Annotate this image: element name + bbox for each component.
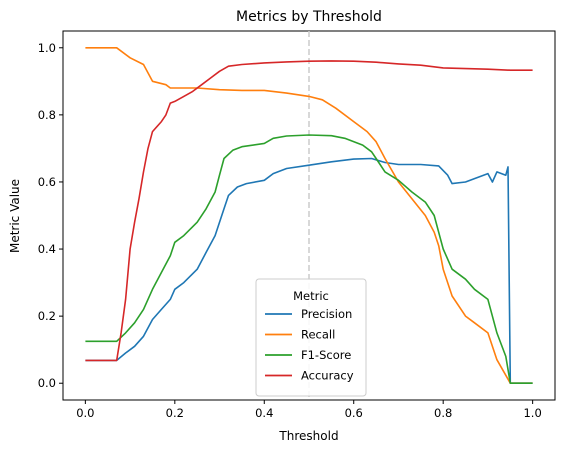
legend-label: F1-Score <box>301 348 351 362</box>
x-tick-label: 0.8 <box>434 406 452 420</box>
x-tick-label: 1.0 <box>523 406 541 420</box>
y-tick-label: 1.0 <box>38 41 56 55</box>
y-tick-label: 0.6 <box>38 175 56 189</box>
chart-title: Metrics by Threshold <box>236 9 382 25</box>
legend-label: Recall <box>301 328 335 342</box>
y-tick-label: 0.4 <box>38 242 56 256</box>
series-line-recall <box>85 46 533 385</box>
legend: Metric Precision Recall F1-Score Accuracy <box>255 278 367 397</box>
y-axis-label: Metric Value <box>8 179 22 253</box>
y-tick-label: 0.2 <box>38 309 56 323</box>
legend-label: Accuracy <box>301 369 354 383</box>
legend-item: Recall <box>265 328 335 342</box>
plot-area <box>62 30 556 401</box>
series-line-f1-score <box>85 134 533 385</box>
legend-item: Accuracy <box>265 369 354 383</box>
y-tick-label: 0.0 <box>38 376 56 390</box>
legend-items: Precision Recall F1-Score Accuracy <box>265 307 354 383</box>
x-axis-ticks: 0.0 0.2 0.4 0.6 0.8 1.0 <box>76 400 542 420</box>
legend-label: Precision <box>301 307 352 321</box>
legend-item: Precision <box>265 307 352 321</box>
legend-box <box>255 278 367 397</box>
x-tick-label: 0.0 <box>76 406 94 420</box>
x-tick-label: 0.6 <box>345 406 363 420</box>
x-axis-label: Threshold <box>278 429 338 443</box>
y-axis-ticks: 0.0 0.2 0.4 0.6 0.8 1.0 <box>38 41 63 390</box>
series-layer <box>85 46 533 385</box>
x-tick-label: 0.4 <box>255 406 273 420</box>
legend-item: F1-Score <box>265 348 351 362</box>
x-tick-label: 0.2 <box>166 406 184 420</box>
legend-title: Metric <box>293 289 329 303</box>
series-line-accuracy <box>85 60 533 362</box>
y-tick-label: 0.8 <box>38 108 56 122</box>
series-line-precision <box>85 157 533 385</box>
